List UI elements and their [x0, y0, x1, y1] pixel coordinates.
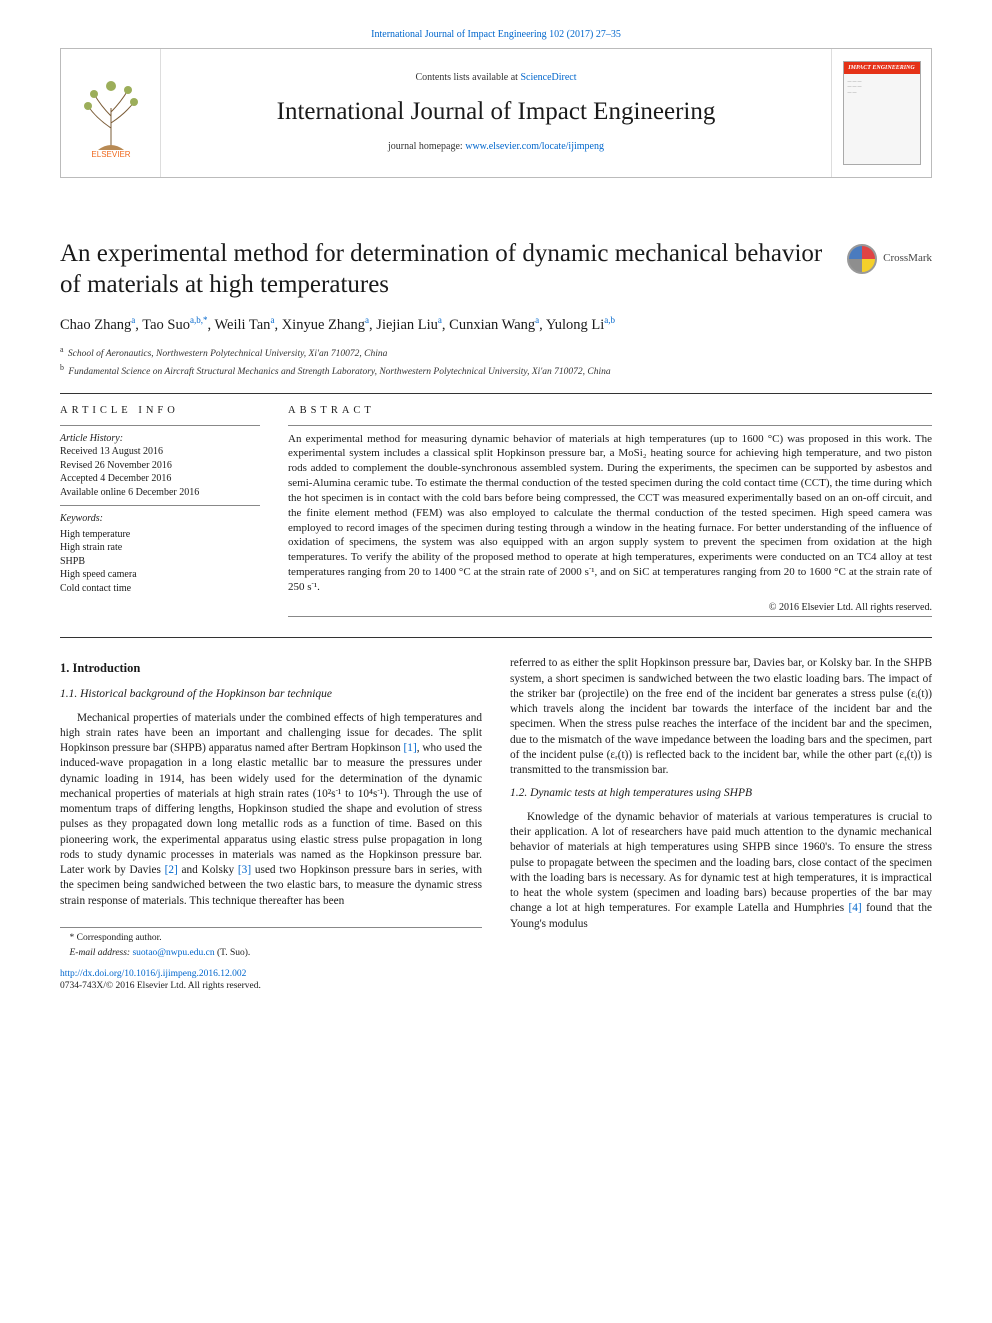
keywords: Keywords: High temperatureHigh strain ra…: [60, 512, 260, 595]
journal-cover-thumb: IMPACT ENGINEERING — — —— — —— —: [843, 61, 921, 165]
subsection-heading: 1.1. Historical background of the Hopkin…: [60, 687, 482, 703]
citation-ref[interactable]: [3]: [238, 864, 251, 876]
corresponding-author: * Corresponding author.: [60, 932, 482, 945]
rule: [60, 393, 932, 394]
corr-email: E-mail address: suotao@nwpu.edu.cn (T. S…: [60, 947, 482, 960]
history-line: Accepted 4 December 2016: [60, 472, 260, 486]
history-line: Available online 6 December 2016: [60, 486, 260, 500]
email-link[interactable]: suotao@nwpu.edu.cn: [132, 948, 214, 958]
keyword: High speed camera: [60, 568, 260, 582]
rule: [60, 637, 932, 638]
section-heading: 1. Introduction: [60, 660, 482, 677]
thin-rule: [288, 425, 932, 426]
contents-pre: Contents lists available at: [415, 72, 520, 83]
footnotes: * Corresponding author. E-mail address: …: [60, 927, 482, 993]
history-line: Received 13 August 2016: [60, 445, 260, 459]
elsevier-tree-icon: ELSEVIER: [76, 68, 146, 158]
abstract-copyright: © 2016 Elsevier Ltd. All rights reserved…: [288, 601, 932, 615]
abstract: ABSTRACT An experimental method for meas…: [288, 404, 932, 623]
crossmark-icon: [847, 244, 877, 274]
keyword: High temperature: [60, 528, 260, 542]
doi-block: http://dx.doi.org/10.1016/j.ijimpeng.201…: [60, 968, 482, 994]
homepage-link[interactable]: www.elsevier.com/locate/ijimpeng: [465, 141, 604, 152]
keywords-label: Keywords:: [60, 512, 260, 526]
article-history: Article History: Received 13 August 2016…: [60, 432, 260, 500]
crossmark-label: CrossMark: [883, 251, 932, 266]
sciencedirect-link[interactable]: ScienceDirect: [520, 72, 576, 83]
article-body: 1. Introduction 1.1. Historical backgrou…: [60, 656, 932, 993]
body-paragraph: Knowledge of the dynamic behavior of mat…: [510, 810, 932, 932]
journal-cover[interactable]: IMPACT ENGINEERING — — —— — —— —: [831, 49, 931, 177]
keyword: Cold contact time: [60, 582, 260, 596]
affiliation: b Fundamental Science on Aircraft Struct…: [60, 363, 932, 379]
keyword: High strain rate: [60, 541, 260, 555]
thin-rule: [60, 505, 260, 506]
crossmark-badge[interactable]: CrossMark: [847, 244, 932, 274]
contents-available: Contents lists available at ScienceDirec…: [415, 71, 576, 85]
journal-homepage: journal homepage: www.elsevier.com/locat…: [388, 140, 604, 154]
body-paragraph: Mechanical properties of materials under…: [60, 711, 482, 909]
journal-name: International Journal of Impact Engineer…: [277, 95, 716, 129]
journal-header-center: Contents lists available at ScienceDirec…: [161, 49, 831, 177]
homepage-pre: journal homepage:: [388, 141, 465, 152]
abstract-text: An experimental method for measuring dyn…: [288, 432, 932, 595]
history-line: Revised 26 November 2016: [60, 459, 260, 473]
email-label: E-mail address:: [70, 948, 133, 958]
affiliations: a School of Aeronautics, Northwestern Po…: [60, 345, 932, 379]
issn-line: 0734-743X/© 2016 Elsevier Ltd. All right…: [60, 981, 261, 991]
top-citation-link[interactable]: International Journal of Impact Engineer…: [371, 29, 621, 40]
email-name: (T. Suo).: [217, 948, 250, 958]
history-label: Article History:: [60, 432, 260, 446]
top-citation[interactable]: International Journal of Impact Engineer…: [60, 28, 932, 42]
article-info-heading: ARTICLE INFO: [60, 404, 260, 418]
journal-cover-body: — — —— — —— —: [844, 74, 920, 163]
article-title: An experimental method for determination…: [60, 238, 827, 301]
citation-ref[interactable]: [4]: [849, 902, 862, 914]
journal-header: ELSEVIER Contents lists available at Sci…: [60, 48, 932, 178]
journal-cover-title: IMPACT ENGINEERING: [844, 62, 920, 75]
thin-rule: [60, 425, 260, 426]
elsevier-logo[interactable]: ELSEVIER: [61, 49, 161, 177]
article-info: ARTICLE INFO Article History: Received 1…: [60, 404, 260, 623]
thin-rule: [288, 616, 932, 617]
elsevier-wordmark: ELSEVIER: [91, 150, 130, 158]
body-paragraph: referred to as either the split Hopkinso…: [510, 656, 932, 778]
doi-link[interactable]: http://dx.doi.org/10.1016/j.ijimpeng.201…: [60, 969, 246, 979]
citation-ref[interactable]: [1]: [404, 742, 417, 754]
abstract-heading: ABSTRACT: [288, 404, 932, 418]
subsection-heading: 1.2. Dynamic tests at high temperatures …: [510, 786, 932, 802]
authors: Chao Zhanga, Tao Suoa,b,*, Weili Tana, X…: [60, 314, 932, 335]
citation-ref[interactable]: [2]: [165, 864, 178, 876]
keyword: SHPB: [60, 555, 260, 569]
affiliation: a School of Aeronautics, Northwestern Po…: [60, 345, 932, 361]
